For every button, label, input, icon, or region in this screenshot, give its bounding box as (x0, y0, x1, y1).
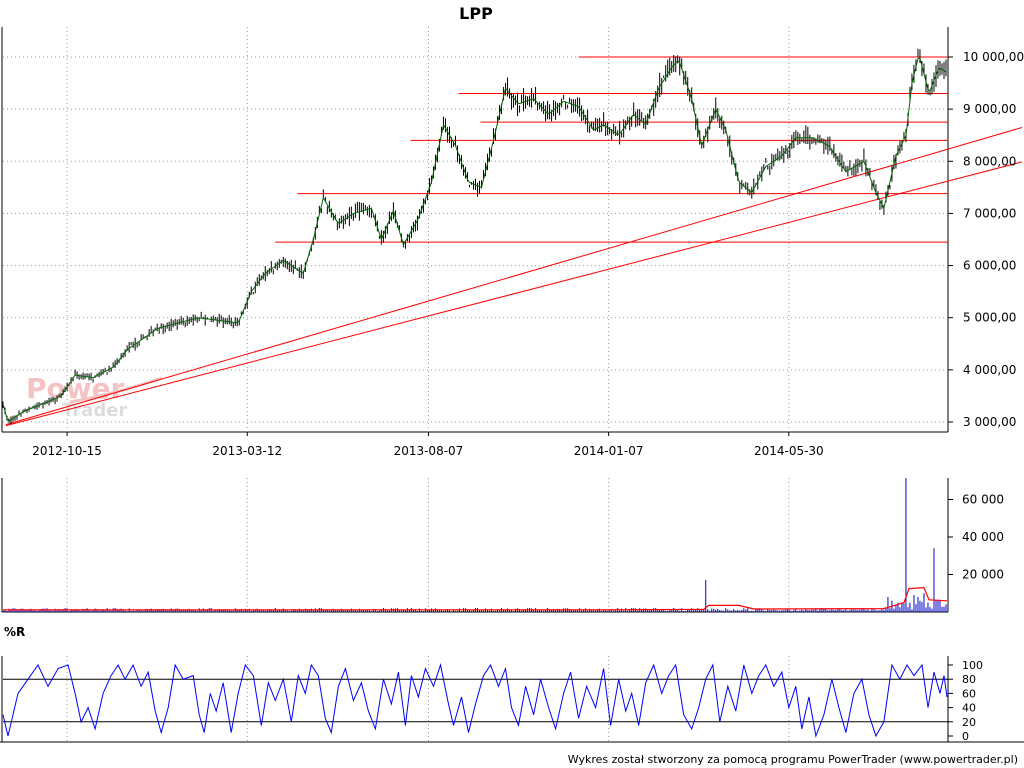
y-tick-label: 5 000,00 (963, 311, 1016, 325)
x-tick-label: 2014-05-30 (754, 444, 824, 458)
y-tick-label: 7 000,00 (963, 206, 1016, 220)
x-tick-label: 2012-10-15 (32, 444, 102, 458)
trend-lines (5, 126, 1023, 427)
oscillator-tick-label: 0 (962, 730, 969, 743)
x-tick-label: 2013-08-07 (394, 444, 464, 458)
volume-tick-label: 40 000 (962, 530, 1004, 544)
williams-r-oscillator (2, 663, 948, 738)
volume-average-line (3, 586, 948, 611)
y-tick-label: 10 000,00 (963, 50, 1024, 64)
powertrader-watermark: Power Trader (26, 372, 163, 421)
price-trend-line (2, 57, 947, 422)
oscillator-tick-label: 20 (962, 716, 976, 729)
oscillator-line (2, 663, 948, 738)
panel-frames (0, 27, 1024, 743)
volume-average-polyline (3, 586, 948, 611)
oscillator-tick-label: 100 (962, 659, 983, 672)
support-lines (275, 56, 948, 243)
axis-labels: 2012-10-15 2013-03-12 2013-08-07 2014-01-07… (32, 50, 1024, 743)
trend-line (5, 161, 1023, 427)
chart-title: LPP (459, 4, 493, 23)
x-tick-label: 2014-01-07 (574, 444, 644, 458)
credit-text: Wykres został stworzony za pomocą progra… (568, 753, 1018, 766)
volume-bars (2, 478, 947, 612)
y-tick-label: 9 000,00 (963, 102, 1016, 116)
y-tick-label: 6 000,00 (963, 259, 1016, 273)
y-tick-label: 4 000,00 (963, 363, 1016, 377)
y-tick-label: 8 000,00 (963, 154, 1016, 168)
y-tick-label: 3 000,00 (963, 415, 1016, 429)
volume-tick-label: 20 000 (962, 568, 1004, 582)
volume-tick-label: 60 000 (962, 493, 1004, 507)
price-candles (2, 48, 947, 425)
oscillator-tick-label: 80 (962, 673, 976, 686)
oscillator-title: %R (4, 625, 25, 639)
oscillator-tick-label: 60 (962, 687, 976, 700)
oscillator-tick-label: 40 (962, 702, 976, 715)
x-tick-label: 2013-03-12 (212, 444, 282, 458)
watermark-trader: Trader (62, 400, 127, 421)
trend-line (5, 126, 1023, 426)
grid-lines (3, 27, 953, 742)
